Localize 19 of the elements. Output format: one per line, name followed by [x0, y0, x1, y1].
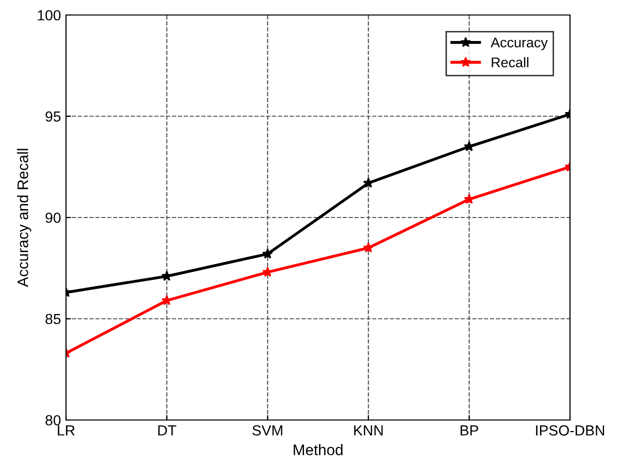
x-tick-label: BP — [460, 425, 478, 436]
x-tick-label: SVM — [252, 425, 282, 436]
x-tick-label: IPSO-DBN — [536, 425, 604, 436]
x-tick-label: KNN — [354, 425, 383, 436]
x-tick-label: LR — [58, 425, 75, 436]
x-tick-label: DT — [158, 425, 176, 436]
point — [363, 178, 374, 188]
y-tick-label: 100 — [38, 10, 61, 20]
legend-label: Recall — [492, 57, 528, 68]
legend-label: Accuracy — [490, 38, 548, 50]
point — [363, 242, 374, 253]
point — [262, 248, 273, 259]
x-axis-title: Method — [294, 444, 342, 456]
y-tick-label: 95 — [46, 111, 61, 122]
y-axis-title: Accuracy and Recall — [17, 148, 32, 288]
y-tick-label: 85 — [46, 314, 61, 324]
point — [262, 266, 273, 277]
y-tick-label: 90 — [46, 212, 61, 223]
y-tick-label: 80 — [46, 415, 61, 426]
